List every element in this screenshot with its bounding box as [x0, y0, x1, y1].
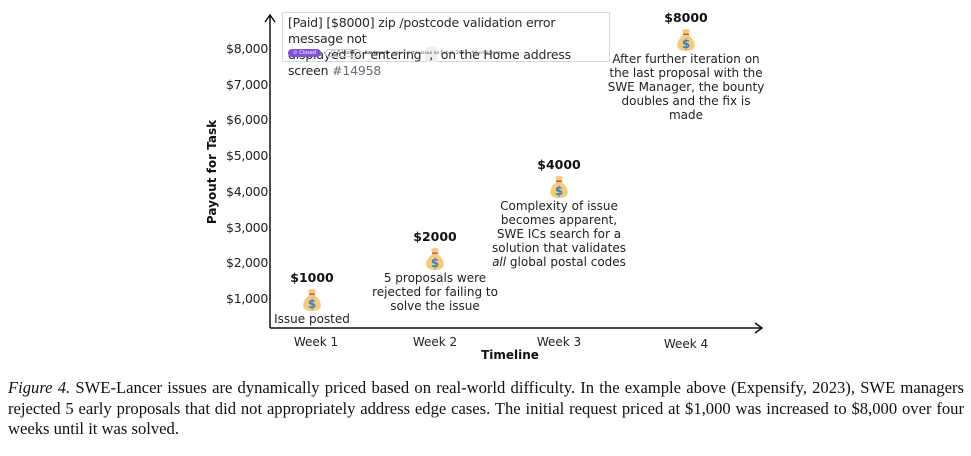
event-description-line: solution that validates: [492, 241, 626, 255]
y-axis-arrow: [264, 13, 276, 23]
issue-title-line2-rest: on the Home address screen: [288, 47, 571, 78]
y-tick-label: $6,000: [226, 112, 268, 128]
event-amount-label: $8000: [664, 10, 708, 25]
github-issue-card: [Paid] [$8000] zip /postcode validation …: [282, 12, 610, 78]
event-amount-label: $2000: [413, 229, 457, 244]
y-tick-label: $1,000: [226, 291, 268, 306]
event-description: Issue posted: [252, 312, 372, 326]
svg-text:$: $: [555, 184, 563, 198]
svg-text:$: $: [682, 37, 690, 51]
money-bag-icon: $: [675, 28, 697, 52]
y-tick-label: $3,000: [226, 219, 268, 235]
event-amount-label: $4000: [537, 157, 581, 172]
x-tick-label: Week 4: [663, 337, 709, 351]
y-tick-label: $2,000: [226, 255, 268, 271]
event-description-line: the last proposal with the: [609, 66, 763, 80]
issue-title: [Paid] [$8000] zip /postcode validation …: [288, 15, 609, 79]
figure-label: Figure 4.: [8, 378, 71, 397]
figure: $1,000 $2,000 $3,000 $4,000 $5,000 $6,000 $7,0…: [205, 10, 771, 362]
tasks-badge-label: 6 tasks: [337, 50, 355, 56]
event-description: Complexity of issue becomes apparent, SWE …: [484, 199, 634, 269]
event-amount-label: $1000: [290, 270, 334, 285]
tasklist-icon: ☐: [331, 50, 336, 56]
event-description: 5 proposals were rejected for failing to s…: [365, 271, 505, 313]
money-bag-icon: $: [301, 288, 323, 312]
svg-text:$: $: [308, 297, 316, 311]
x-tick-label: Week 2: [412, 335, 458, 349]
axes: [264, 13, 764, 334]
figure-caption: Figure 4. SWE-Lancer issues are dynamica…: [8, 378, 964, 440]
issue-code-snippet: ,: [425, 47, 437, 62]
closed-check-icon: ⊙: [293, 50, 298, 56]
tasks-badge: ☐ 6 tasks: [325, 49, 361, 57]
caption-text: SWE-Lancer issues are dynamically priced…: [8, 378, 965, 438]
event-description-line: Issue posted: [274, 312, 350, 326]
event-description: After further iteration on the last propo…: [601, 52, 771, 122]
x-axis-label: Timeline: [481, 348, 539, 362]
issue-author: kavimuru: [364, 50, 389, 56]
svg-text:$: $: [431, 256, 439, 270]
x-tick-label: Week 1: [293, 335, 339, 349]
event-description-line: becomes apparent,: [500, 213, 618, 227]
y-tick-label: $4,000: [226, 183, 268, 199]
y-axis-label: Payout for Task: [205, 119, 219, 225]
event-description-line: SWE ICs search for a: [496, 227, 622, 241]
event-description-line: all global postal codes: [492, 255, 626, 269]
status-badge: ⊙ Closed: [288, 49, 321, 57]
money-bag-icon: $: [548, 175, 570, 199]
issue-meta: ⊙ Closed ☐ 6 tasks kavimuru opened this …: [288, 48, 503, 58]
y-tick-label: $7,000: [226, 76, 268, 92]
x-axis-arrow: [754, 322, 764, 334]
issue-title-line2: displayed for entering: [288, 47, 422, 62]
event-description-line: After further iteration on: [612, 52, 760, 66]
event-description-line: rejected for failing to: [372, 285, 498, 299]
issue-title-line1: [Paid] [$8000] zip /postcode validation …: [288, 15, 556, 46]
event-description-line: 5 proposals were: [383, 271, 487, 285]
y-tick-label: $5,000: [226, 148, 268, 164]
event-description-line: solve the issue: [390, 299, 480, 313]
issue-number: #14958: [332, 63, 382, 78]
event-description-line: Complexity of issue: [500, 199, 618, 213]
issue-meta-text: opened this issue on Feb 8, 2023 · 93 co…: [392, 50, 503, 56]
event-description-line: doubles and the fix is: [621, 94, 751, 108]
x-tick-label: Week 3: [536, 335, 582, 349]
event-description-line: SWE Manager, the bounty: [607, 80, 765, 94]
status-badge-label: Closed: [299, 50, 316, 56]
event-description-line: made: [668, 108, 704, 122]
y-tick-label: $8,000: [226, 41, 268, 56]
money-bag-icon: $: [424, 247, 446, 271]
